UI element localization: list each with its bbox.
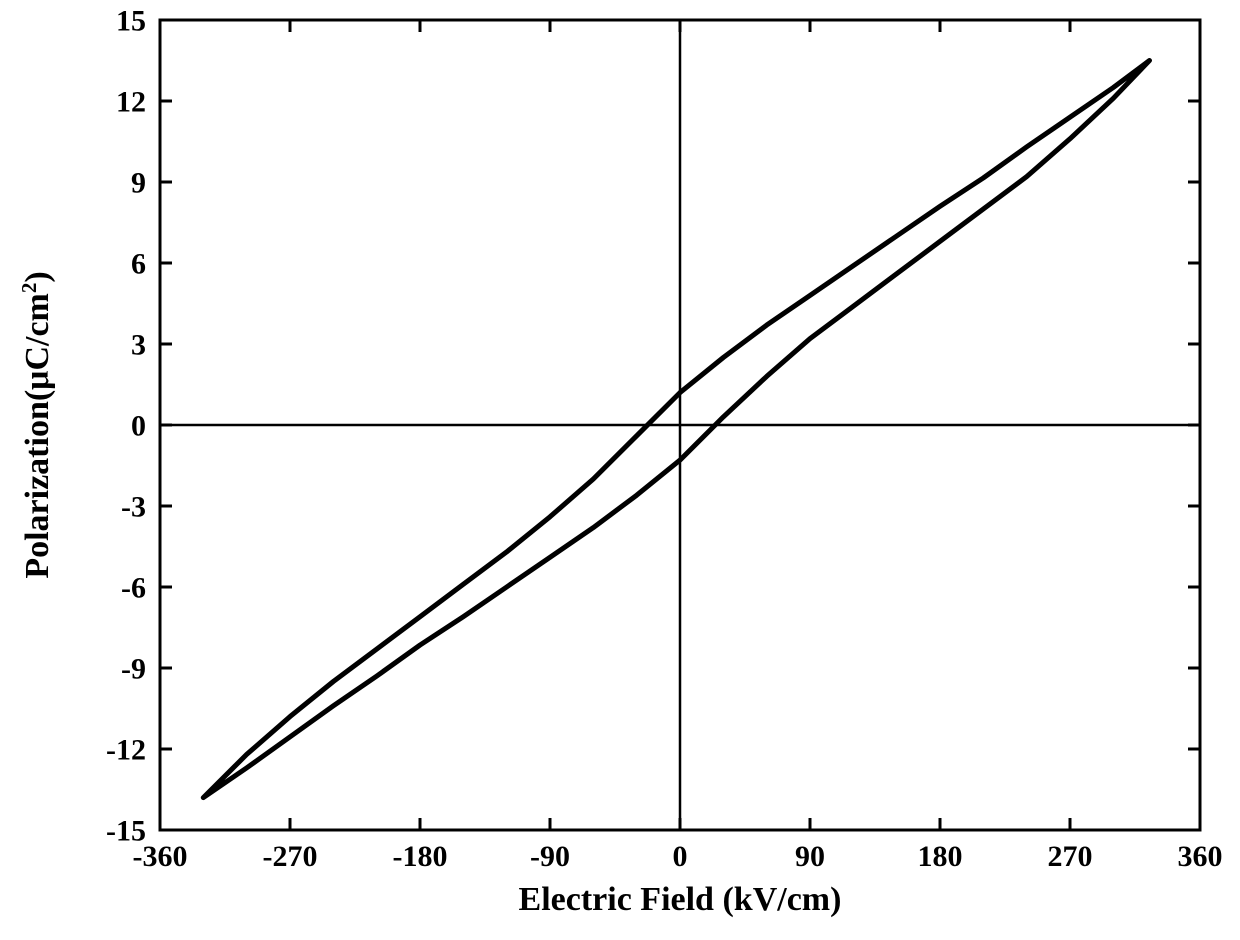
- y-tick-label: -3: [121, 491, 146, 524]
- y-tick-label: 6: [131, 248, 146, 281]
- y-axis-title: Polarization(μC/cm2): [17, 271, 56, 578]
- x-tick-label: -270: [263, 840, 318, 873]
- x-tick-label: -90: [530, 840, 570, 873]
- y-tick-label: -15: [106, 815, 146, 848]
- x-axis-title: Electric Field (kV/cm): [519, 881, 842, 918]
- y-tick-label: 9: [131, 167, 146, 200]
- x-tick-label: 0: [673, 840, 688, 873]
- x-tick-label: 180: [918, 840, 963, 873]
- y-tick-label: 3: [131, 329, 146, 362]
- y-tick-label: -6: [121, 572, 146, 605]
- x-tick-label: 270: [1048, 840, 1093, 873]
- y-tick-label: 12: [116, 86, 146, 119]
- x-tick-label: -180: [393, 840, 448, 873]
- x-tick-label: 90: [795, 840, 825, 873]
- y-tick-label: -9: [121, 653, 146, 686]
- y-tick-label: -12: [106, 734, 146, 767]
- y-tick-label: 15: [116, 5, 146, 38]
- hysteresis-chart: -360-270-180-90090180270360 -15-12-9-6-3…: [0, 0, 1240, 940]
- x-tick-label: 360: [1178, 840, 1223, 873]
- y-tick-label: 0: [131, 410, 146, 443]
